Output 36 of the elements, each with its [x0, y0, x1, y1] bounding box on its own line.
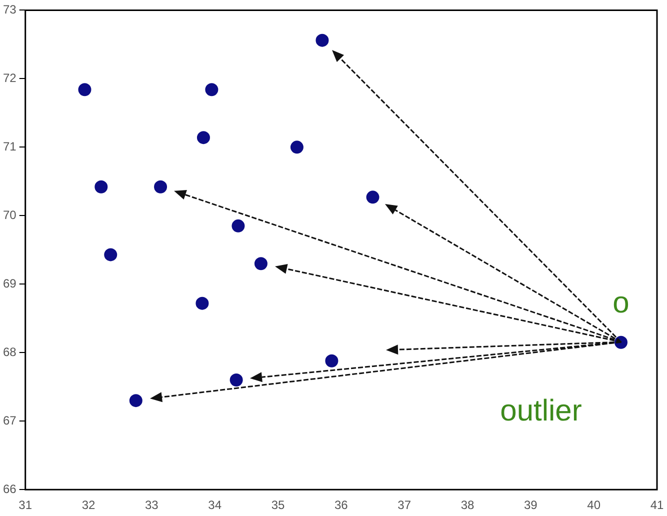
point [290, 140, 304, 154]
x-tick-label: 39 [524, 498, 538, 512]
point [104, 248, 118, 262]
x-tick-label: 41 [650, 498, 664, 512]
point [196, 131, 210, 144]
x-tick-label: 40 [587, 498, 601, 512]
y-tick-label: 71 [2, 139, 17, 154]
y-tick-label: 67 [2, 413, 17, 428]
point [316, 34, 329, 47]
annotation: outlier [500, 394, 582, 428]
y-tick-label: 72 [2, 71, 17, 85]
point [230, 374, 243, 387]
x-tick-label: 34 [208, 498, 222, 512]
y-tick-label: 66 [2, 482, 17, 496]
y-tick-label: 68 [2, 344, 17, 359]
x-tick-label: 38 [460, 498, 474, 512]
point [325, 354, 338, 368]
point [205, 83, 218, 96]
point [94, 180, 108, 194]
y-tick-label: 69 [2, 276, 17, 290]
y-tick-label: 70 [2, 208, 17, 222]
point [154, 180, 168, 194]
x-tick-label: 31 [18, 498, 32, 512]
point [78, 83, 92, 96]
point [129, 394, 142, 408]
x-tick-label: 33 [145, 498, 159, 512]
y-tick-label: 73 [2, 2, 17, 17]
x-tick-label: 36 [334, 498, 348, 512]
x-tick-label: 32 [82, 498, 96, 512]
point [232, 219, 245, 232]
x-tick-label: 35 [271, 498, 286, 512]
point [254, 257, 268, 270]
annotation: o [612, 286, 630, 320]
point [366, 190, 380, 204]
point [196, 296, 209, 310]
x-tick-label: 37 [398, 498, 412, 512]
